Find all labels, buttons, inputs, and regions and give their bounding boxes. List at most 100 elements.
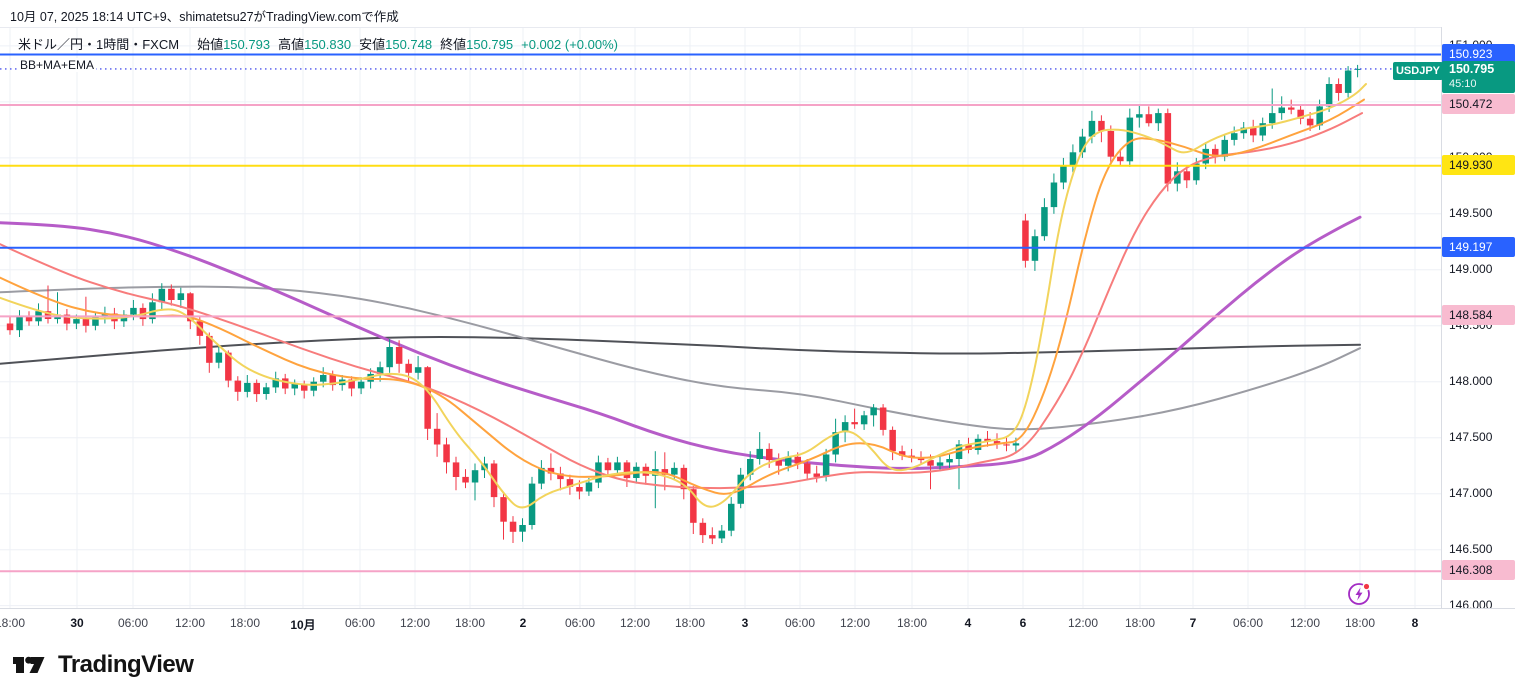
candle — [908, 448, 915, 463]
time-tick-label: 12:00 — [1067, 616, 1099, 630]
candle — [1325, 77, 1333, 112]
candle — [1288, 99, 1295, 115]
time-tick-label: 06:00 — [1232, 616, 1264, 630]
candle — [1231, 126, 1238, 146]
ma-line-ema-yellow — [0, 83, 1367, 509]
candle — [1041, 198, 1048, 241]
candle — [813, 465, 820, 483]
candle — [841, 415, 849, 443]
candle — [860, 410, 868, 430]
candle — [16, 310, 23, 337]
candle — [1221, 135, 1228, 162]
time-tick-label: 2 — [519, 616, 527, 630]
time-tick-label: 12:00 — [399, 616, 431, 630]
price-scale[interactable]: 151.000150.000149.500149.000148.500148.0… — [1441, 27, 1515, 640]
candle — [1354, 64, 1361, 78]
ohlc-value: 150.793 — [223, 37, 271, 52]
candle — [870, 404, 877, 427]
candle — [974, 434, 982, 455]
chart-legend: 米ドル／円・1時間・FXCM 始値150.793 高値150.830 安値150.74… — [18, 34, 618, 72]
chart-canvas[interactable] — [0, 1, 1441, 609]
tradingview-wordmark: TradingView — [58, 651, 194, 678]
ohlc-label: 終値 — [440, 37, 467, 52]
price-tick-label: 146.500 — [1449, 541, 1493, 556]
candle — [1335, 78, 1342, 101]
chart-pane[interactable]: 米ドル／円・1時間・FXCM 始値150.793 高値150.830 安値150.74… — [0, 27, 1443, 609]
candle — [1278, 96, 1285, 120]
candle — [92, 312, 99, 331]
time-tick-label: 18:00 — [454, 616, 486, 630]
ohlc-values: 始値150.793 高値150.830 安値150.748 終値150.795 — [189, 37, 513, 52]
candle — [756, 432, 763, 465]
candle — [35, 303, 42, 326]
candle — [709, 527, 716, 545]
time-tick-label: 7 — [1189, 616, 1197, 630]
candle — [1269, 88, 1276, 129]
time-tick-label: 4 — [964, 616, 972, 630]
candle — [538, 460, 545, 490]
candle — [661, 452, 669, 491]
price-tick-label: 147.000 — [1449, 485, 1493, 500]
candle — [547, 453, 555, 481]
candle — [1240, 122, 1247, 139]
current-price-badge: 150.795 45:10 — [1442, 60, 1515, 93]
indicator-label[interactable]: BB+MA+EMA — [18, 58, 97, 72]
time-tick-label: 12:00 — [1289, 616, 1321, 630]
time-scale[interactable]: 18:00 30 06:00 12:00 18:00 10月 06:00 12:00 18:00… — [0, 608, 1515, 641]
flash-boost-icon[interactable] — [1346, 581, 1372, 607]
ohlc-label: 高値 — [278, 37, 305, 52]
candle — [25, 311, 33, 326]
candle — [471, 463, 479, 501]
candle — [1174, 162, 1181, 192]
candle — [604, 457, 612, 477]
current-price-value: 150.795 — [1449, 61, 1495, 76]
candle — [244, 375, 251, 398]
candle — [1250, 119, 1257, 143]
price-tick-label: 149.500 — [1449, 205, 1493, 220]
time-tick-label: 18:00 — [1344, 616, 1376, 630]
price-tick-label: 148.000 — [1449, 373, 1493, 388]
candle — [699, 518, 707, 543]
candle — [462, 469, 469, 489]
candle — [63, 309, 71, 331]
candle — [6, 316, 14, 335]
ma-line-sma-purple — [0, 215, 1362, 470]
price-tick-label: 147.500 — [1449, 429, 1493, 444]
footer-bar: TradingView — [0, 640, 1515, 695]
time-tick-label: 10月 — [290, 618, 316, 632]
candle — [253, 379, 260, 402]
candle — [234, 376, 242, 401]
candle — [187, 292, 194, 330]
candle — [263, 382, 270, 400]
symbol-price-chip: USDJPY — [1393, 62, 1443, 80]
candle — [500, 493, 507, 540]
candle — [1050, 173, 1058, 214]
symbol-title[interactable]: 米ドル／円・1時間・FXCM — [18, 37, 180, 52]
candle — [433, 413, 441, 457]
candle — [1107, 125, 1115, 165]
candle — [1126, 108, 1134, 167]
candle — [386, 339, 393, 373]
candle — [642, 463, 650, 485]
candle — [149, 293, 156, 324]
ma-line-sma-dark-gray — [0, 336, 1361, 365]
tradingview-logo[interactable]: TradingView — [13, 651, 194, 679]
symbol-legend-row: 米ドル／円・1時間・FXCM 始値150.793 高値150.830 安値150.74… — [18, 34, 618, 53]
candle — [1079, 128, 1086, 158]
time-tick-label: 18:00 — [1124, 616, 1156, 630]
ma-line-ema-salmon — [0, 112, 1363, 490]
tradingview-logo-icon — [13, 656, 45, 673]
candle — [519, 518, 526, 542]
candle — [946, 453, 953, 470]
attribution-text: 10月 07, 2025 18:14 UTC+9、shimatetsu27がTr… — [10, 10, 399, 24]
ohlc-label: 始値 — [197, 37, 224, 52]
candle — [101, 306, 109, 324]
candle — [215, 344, 223, 369]
candle — [301, 380, 308, 399]
candle — [718, 525, 726, 543]
candle — [424, 366, 431, 440]
ma-line-ema-orange — [0, 98, 1365, 495]
time-tick-label: 6 — [1019, 616, 1027, 630]
ohlc-value: 150.748 — [385, 37, 433, 52]
